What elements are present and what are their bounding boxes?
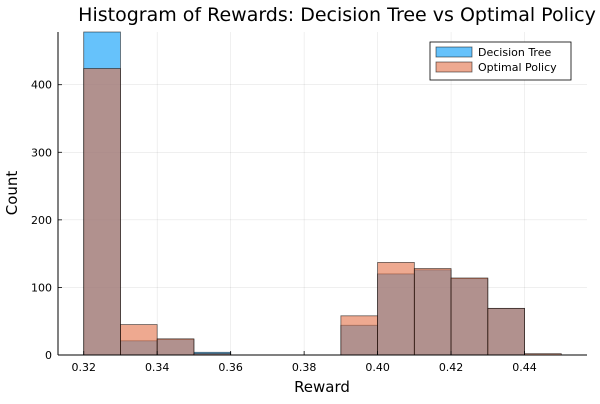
legend-label: Optimal Policy — [478, 61, 557, 74]
x-tick-label: 0.32 — [71, 361, 96, 374]
legend-swatch — [435, 46, 473, 58]
x-tick-label: 0.34 — [145, 361, 170, 374]
histogram-bar — [120, 324, 158, 356]
x-axis-label: Reward — [294, 378, 350, 396]
histogram-bar — [83, 68, 121, 356]
x-tick-label: 0.44 — [512, 361, 537, 374]
legend-label: Decision Tree — [478, 46, 551, 59]
y-tick-label: 0 — [45, 349, 52, 362]
histogram-bar — [156, 338, 195, 356]
axes — [57, 32, 587, 356]
legend: Decision Tree Optimal Policy — [429, 41, 572, 81]
y-tick-label: 300 — [31, 146, 52, 159]
bars-layer — [83, 31, 562, 356]
x-tick-label: 0.36 — [218, 361, 243, 374]
x-tick-label: 0.40 — [365, 361, 390, 374]
grid-lines — [58, 32, 587, 356]
tick-labels: 0.32 0.34 0.36 0.38 0.40 0.42 0.44 0 100 200 300 40… — [31, 79, 537, 374]
histogram-bar — [340, 315, 379, 356]
y-tick-label: 200 — [31, 214, 52, 227]
y-axis-label: Count — [3, 171, 21, 216]
x-tick-label: 0.42 — [439, 361, 464, 374]
chart-title: Histogram of Rewards: Decision Tree vs O… — [78, 4, 596, 26]
series-1-bars — [83, 68, 562, 356]
histogram-bar — [413, 268, 452, 356]
legend-swatch — [435, 61, 473, 73]
y-tick-label: 100 — [31, 281, 52, 294]
histogram-bar — [487, 307, 525, 356]
histogram-bar — [450, 277, 489, 356]
x-tick-label: 0.38 — [292, 361, 317, 374]
y-tick-label: 400 — [31, 79, 52, 92]
histogram-bar — [377, 262, 415, 356]
